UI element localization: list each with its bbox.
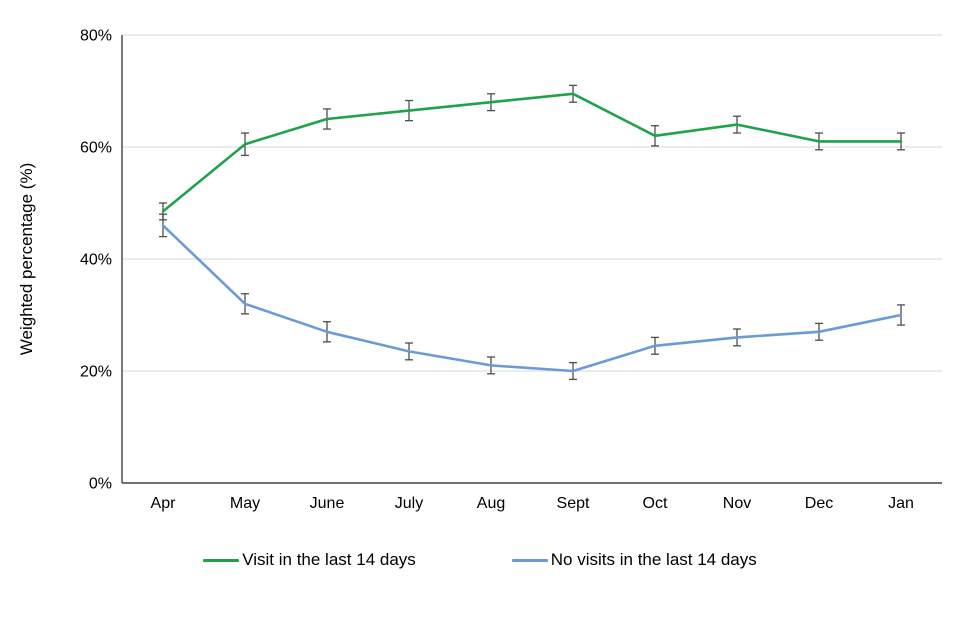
legend-label-visit: Visit in the last 14 days [242,550,416,569]
svg-text:20%: 20% [80,364,112,381]
error-bars [159,84,905,381]
y-axis-tick-labels: 0% 20% 40% 60% 80% [80,28,112,493]
svg-text:Nov: Nov [723,495,751,512]
chart-legend: Visit in the last 14 days No visits in t… [0,550,960,570]
series-lines [161,92,903,373]
svg-text:80%: 80% [80,28,112,45]
legend-line-swatch-blue [511,558,548,562]
svg-text:Dec: Dec [805,495,833,512]
line-chart: 0% 20% 40% 60% 80% Apr May June July Aug Sept Oct No… [80,28,942,512]
svg-text:60%: 60% [80,140,112,157]
legend-item-no-visit: No visits in the last 14 days [511,550,757,570]
gridlines [122,34,942,372]
svg-text:Jan: Jan [888,495,914,512]
legend-label-no-visit: No visits in the last 14 days [550,550,757,569]
axis-lines [121,35,942,484]
x-axis-labels: Apr May June July Aug Sept Oct Nov Dec Jan [151,495,914,512]
legend-line-swatch-green [203,558,240,562]
svg-text:July: July [395,495,423,512]
svg-text:40%: 40% [80,252,112,269]
svg-text:Sept: Sept [557,495,590,512]
svg-text:Aug: Aug [477,495,505,512]
svg-text:0%: 0% [89,476,112,493]
svg-text:June: June [310,495,345,512]
y-axis-title: Weighted percentage (%) [17,162,36,356]
legend-item-visit: Visit in the last 14 days [203,550,416,570]
svg-text:Oct: Oct [643,495,668,512]
svg-text:May: May [230,495,260,512]
svg-text:Apr: Apr [151,495,177,512]
